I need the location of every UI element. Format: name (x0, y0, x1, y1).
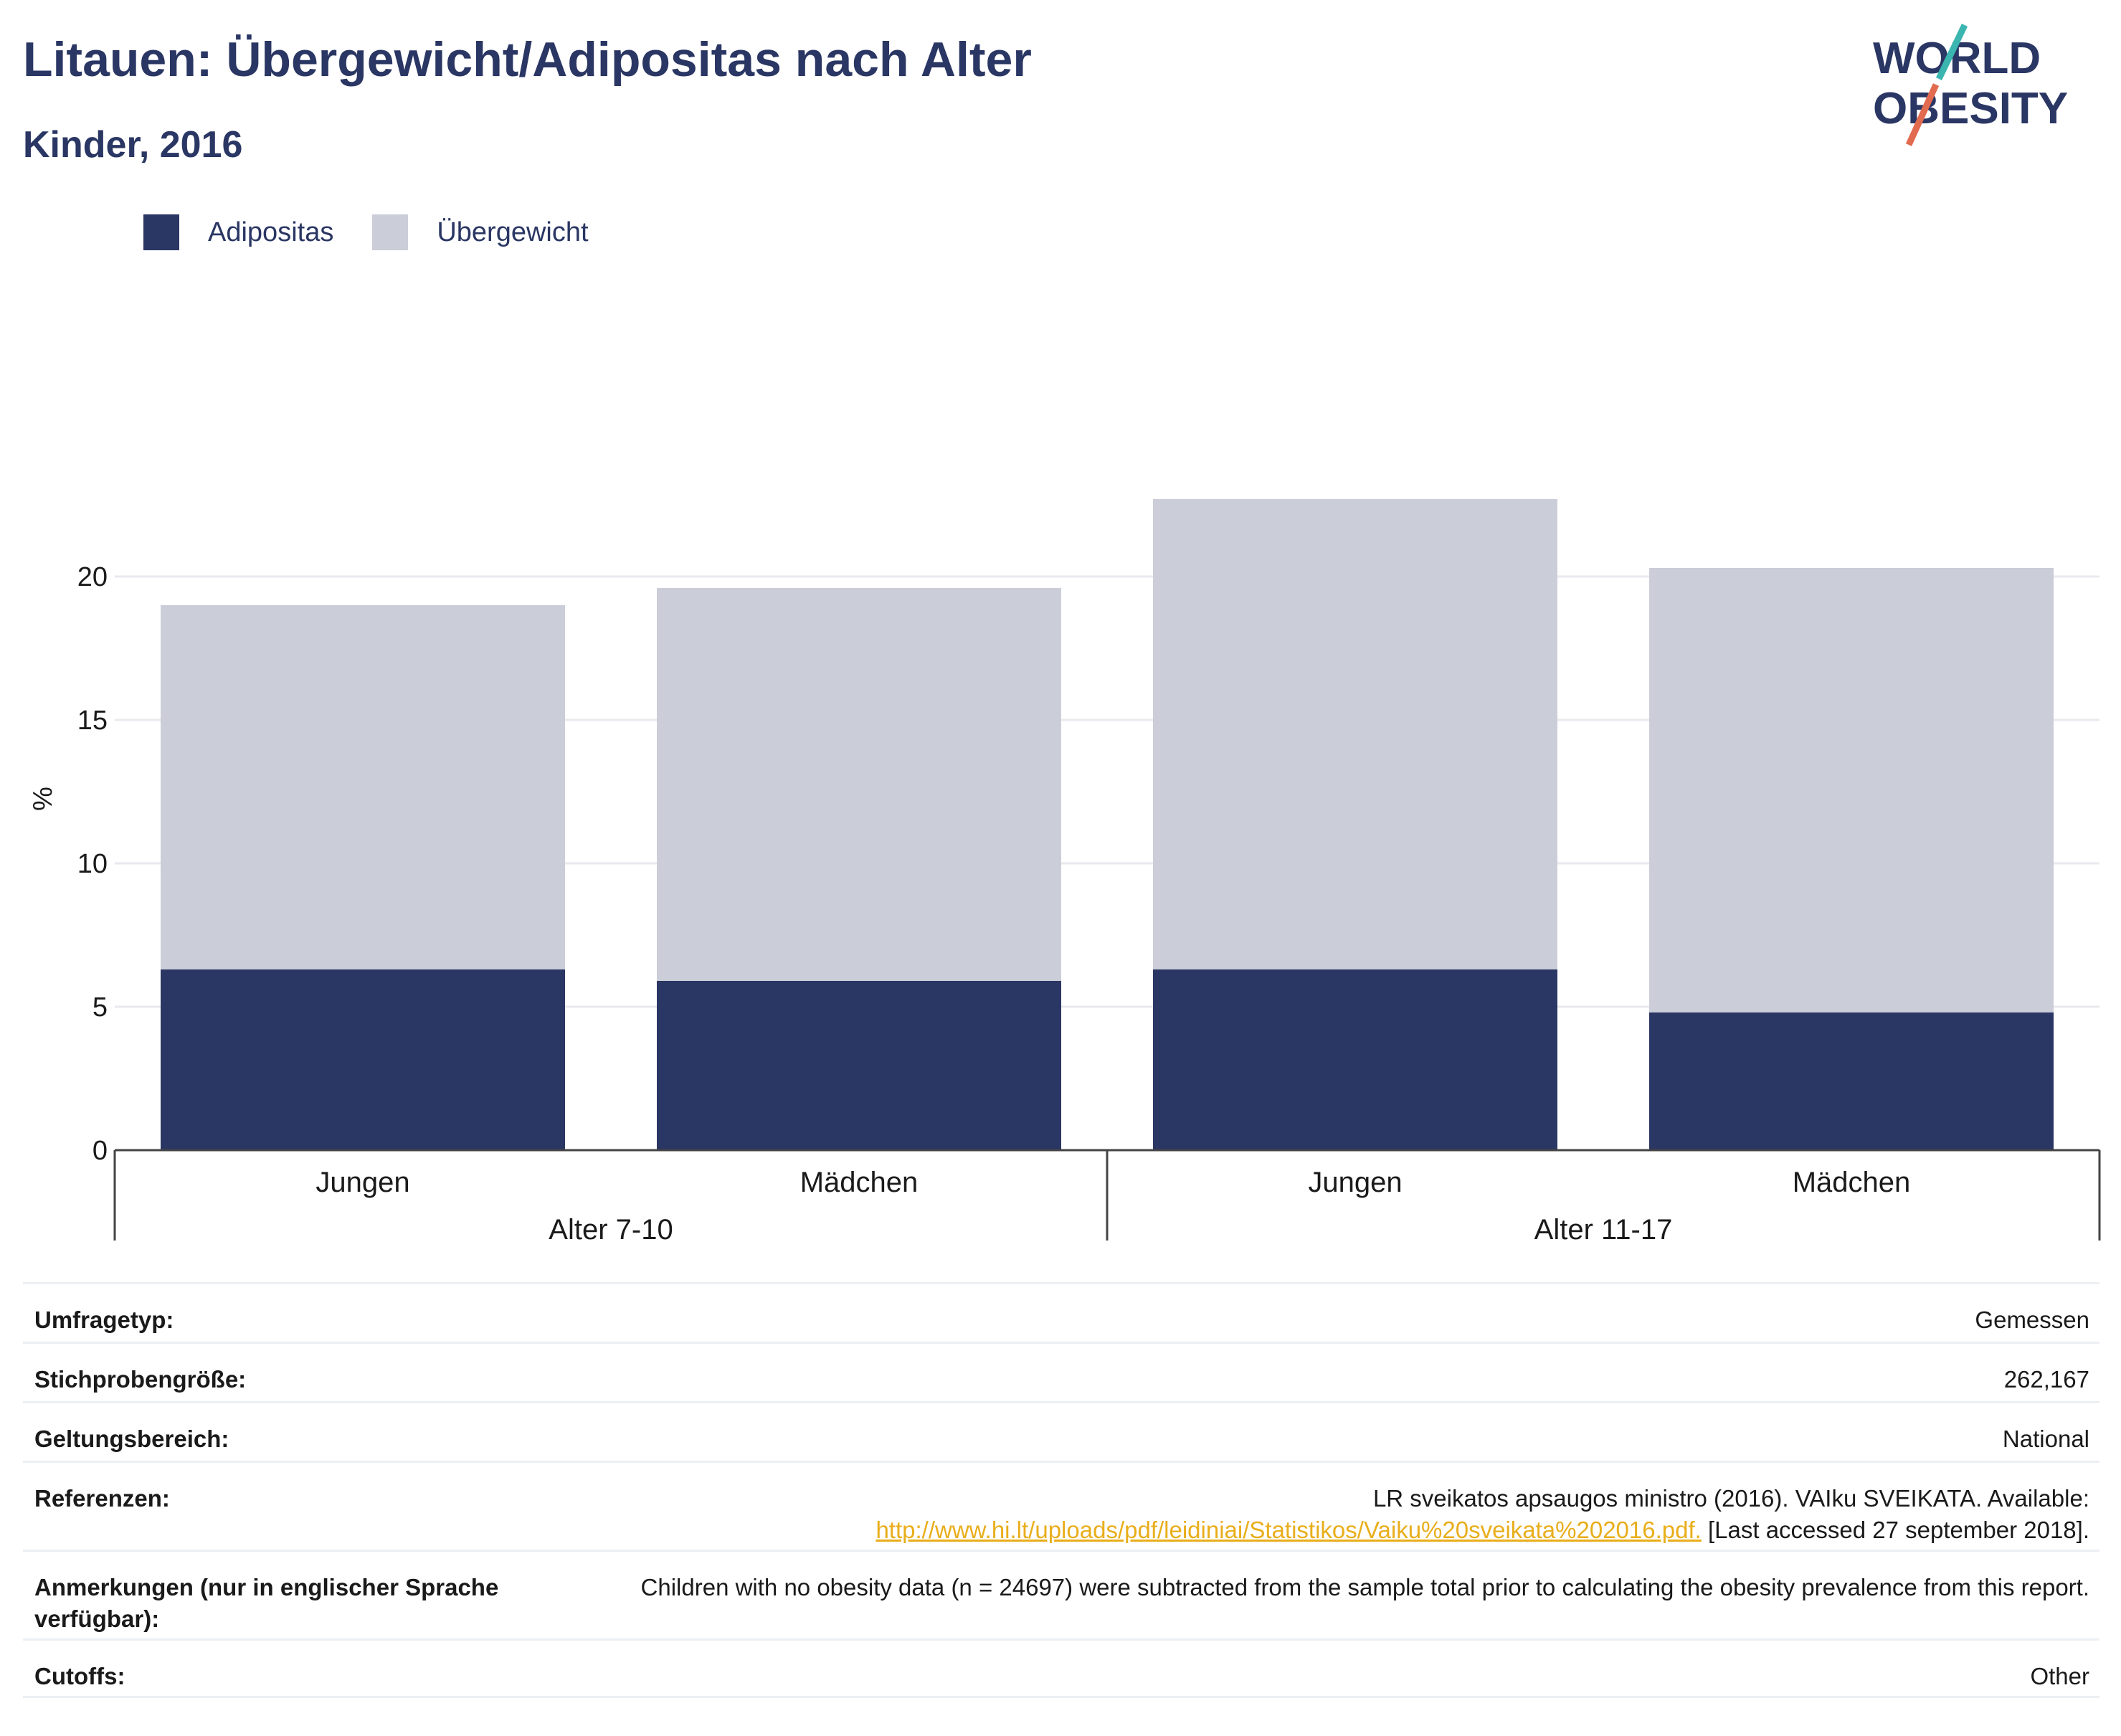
reference-link[interactable]: http://www.hi.lt/uploads/pdf/leidiniai/S… (876, 1517, 1702, 1543)
legend-swatch-uebergewicht (372, 214, 409, 250)
legend-swatch-adipositas (143, 214, 179, 250)
x-group-label: Alter 7-10 (549, 1214, 673, 1246)
reference-accessed: [Last accessed 27 september 2018]. (1701, 1517, 2089, 1543)
stacked-bar-chart: 0 5 10 15 20% Jungen Mädchen Jungen Mädchen Alter… (28, 499, 2101, 1246)
meta-value-sample-size: 262,167 (2003, 1366, 2089, 1393)
meta-value-cutoffs: Other (2030, 1663, 2089, 1689)
meta-row-sample-size: Stichprobengröße: 262,167 (23, 1342, 2099, 1401)
chart-subtitle: Kinder, 2016 (23, 124, 243, 166)
chart-legend: Adipositas Übergewicht (143, 212, 627, 252)
x-tick-label: Jungen (315, 1167, 409, 1198)
meta-row-cutoffs: Cutoffs: Other (23, 1638, 2099, 1698)
logo-line2: OBESITY (1873, 84, 2068, 133)
metadata-table: Umfragetyp: Gemessen Stichprobengröße: 2… (23, 1282, 2099, 1698)
bar-segment (1153, 969, 1557, 1150)
world-obesity-logo: WORLD OBESITY (1873, 24, 2068, 146)
x-tick-label: Mädchen (1793, 1167, 1911, 1198)
y-axis-title: % (28, 787, 58, 811)
logo-slash-teal (1935, 24, 1968, 80)
reference-text: LR sveikatos apsaugos ministro (2016). V… (1372, 1485, 2089, 1512)
chart-title: Litauen: Übergewicht/Adipositas nach Alt… (23, 32, 1032, 87)
y-tick-label: 10 (77, 849, 108, 879)
meta-value-notes: Children with no obesity data (n = 24697… (640, 1574, 2089, 1600)
bar-segment (1649, 1012, 2054, 1150)
bar-segment (161, 605, 565, 969)
x-tick-label: Jungen (1308, 1167, 1402, 1198)
legend-item-uebergewicht[interactable]: Übergewicht (372, 214, 589, 250)
y-tick-label: 15 (77, 706, 108, 736)
meta-label-references: Referenzen: (34, 1485, 170, 1512)
bar-segment (161, 969, 565, 1150)
meta-row-references: Referenzen: LR sveikatos apsaugos minist… (23, 1461, 2099, 1550)
y-tick-label: 0 (92, 1136, 108, 1166)
meta-label-cutoffs: Cutoffs: (34, 1663, 125, 1689)
meta-row-notes: Anmerkungen (nur in englischer Sprache v… (23, 1550, 2099, 1638)
x-tick-label: Mädchen (800, 1167, 919, 1198)
meta-value-survey-type: Gemessen (1975, 1306, 2089, 1333)
y-tick-label: 5 (92, 992, 108, 1023)
meta-value-references: LR sveikatos apsaugos ministro (2016). V… (876, 1483, 2089, 1546)
bar-segment (1153, 499, 1557, 969)
bar-segment (657, 588, 1061, 981)
meta-row-survey-type: Umfragetyp: Gemessen (23, 1282, 2099, 1342)
reference-line2: http://www.hi.lt/uploads/pdf/leidiniai/S… (876, 1514, 2089, 1546)
meta-row-scope: Geltungsbereich: National (23, 1401, 2099, 1461)
meta-label-survey-type: Umfragetyp: (34, 1306, 174, 1333)
x-group-label: Alter 11-17 (1534, 1214, 1673, 1246)
y-tick-label: 20 (77, 562, 108, 592)
bars (161, 499, 2054, 1150)
axes: 0 5 10 15 20% Jungen Mädchen Jungen Mädchen Alter… (28, 562, 2101, 1246)
bar-segment (1649, 568, 2054, 1012)
legend-item-adipositas[interactable]: Adipositas (143, 214, 333, 250)
bar-segment (657, 981, 1061, 1150)
meta-value-scope: National (2002, 1426, 2089, 1452)
legend-label-uebergewicht: Übergewicht (437, 217, 589, 247)
meta-label-notes: Anmerkungen (nur in englischer Sprache v… (34, 1574, 499, 1632)
legend-label-adipositas: Adipositas (208, 217, 334, 247)
logo-slash-red (1905, 83, 1940, 146)
meta-label-sample-size: Stichprobengröße: (34, 1366, 247, 1393)
meta-label-scope: Geltungsbereich: (34, 1426, 229, 1452)
